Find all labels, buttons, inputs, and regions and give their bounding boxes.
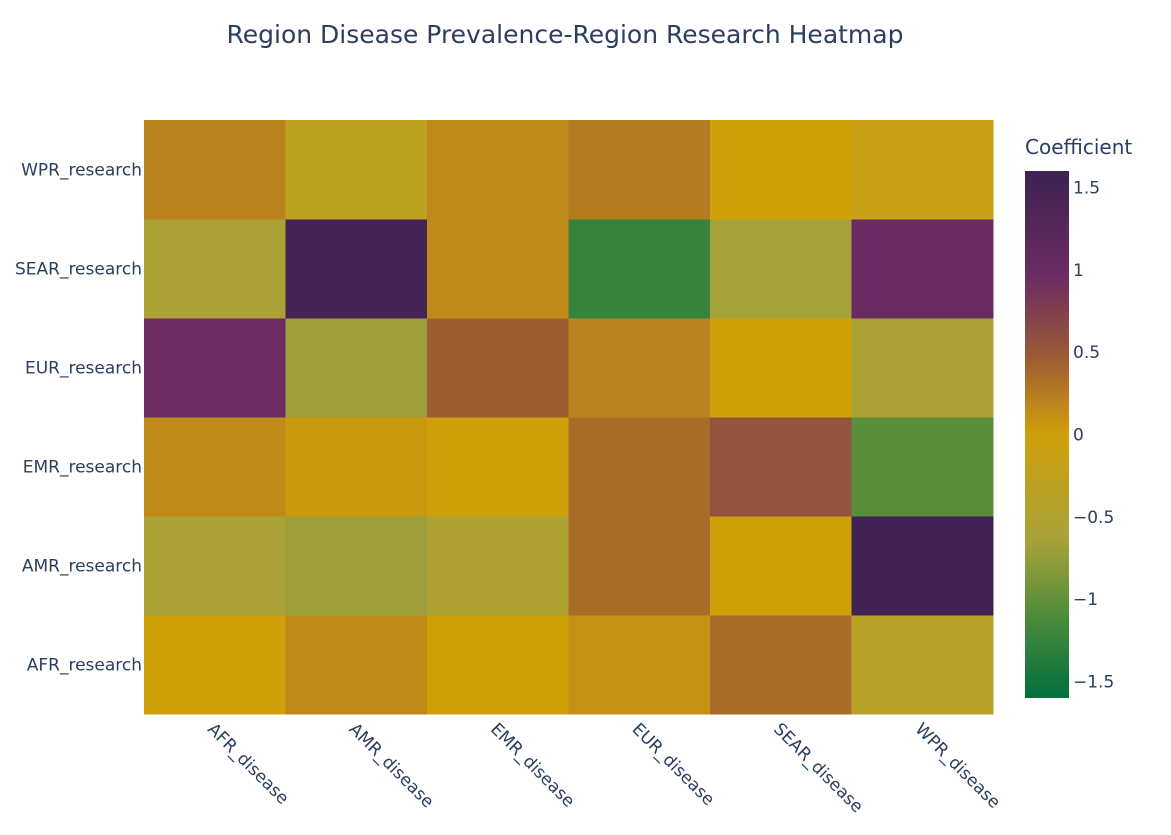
heatmap-cell-SEAR_research-EMR_disease bbox=[427, 219, 569, 319]
x-tick-label: EUR_disease bbox=[628, 719, 719, 810]
x-tick-label: EMR_disease bbox=[486, 719, 578, 811]
x-axis-tick-labels: AFR_disease AMR_disease EMR_disease EUR_dis… bbox=[203, 719, 1004, 817]
heatmap-cell-WPR_research-SEAR_disease bbox=[710, 120, 852, 220]
heatmap-cell-SEAR_research-AFR_disease bbox=[144, 219, 286, 319]
heatmap-cell-WPR_research-EMR_disease bbox=[427, 120, 569, 220]
heatmap-cell-EUR_research-AFR_disease bbox=[144, 318, 286, 418]
heatmap-cell-WPR_research-AFR_disease bbox=[144, 120, 286, 220]
colorbar-gradient bbox=[1025, 171, 1069, 698]
heatmap-cell-EMR_research-EMR_disease bbox=[427, 417, 569, 517]
heatmap-cell-AFR_research-AFR_disease bbox=[144, 615, 286, 715]
heatmap-cell-EUR_research-SEAR_disease bbox=[710, 318, 852, 418]
y-tick-label: WPR_research bbox=[21, 161, 142, 181]
heatmap-cell-SEAR_research-WPR_disease bbox=[851, 219, 994, 319]
heatmap-cell-AFR_research-EUR_disease bbox=[568, 615, 711, 715]
colorbar-title: Coefficient bbox=[1025, 135, 1132, 159]
colorbar-tick-label: 1 bbox=[1073, 261, 1084, 281]
heatmap-cell-EUR_research-WPR_disease bbox=[851, 318, 994, 418]
y-tick-label: AMR_research bbox=[22, 557, 142, 577]
heatmap-cell-WPR_research-EUR_disease bbox=[568, 120, 711, 220]
heatmap-cell-EMR_research-SEAR_disease bbox=[710, 417, 852, 517]
heatmap-cell-AMR_research-EMR_disease bbox=[427, 516, 569, 616]
heatmap-cell-AFR_research-WPR_disease bbox=[851, 615, 994, 715]
heatmap-cell-EMR_research-WPR_disease bbox=[851, 417, 994, 517]
heatmap-cell-AFR_research-AMR_disease bbox=[285, 615, 428, 715]
heatmap-cell-SEAR_research-EUR_disease bbox=[568, 219, 711, 319]
heatmap-cell-SEAR_research-AMR_disease bbox=[285, 219, 428, 319]
colorbar-tick-label: 0 bbox=[1073, 426, 1084, 446]
colorbar-tick-label: 1.5 bbox=[1073, 178, 1100, 198]
heatmap-cell-EMR_research-AMR_disease bbox=[285, 417, 428, 517]
heatmap-cell-AFR_research-EMR_disease bbox=[427, 615, 569, 715]
heatmap-cell-EUR_research-EUR_disease bbox=[568, 318, 711, 418]
colorbar-tick-label: −0.5 bbox=[1073, 508, 1114, 528]
heatmap-cell-WPR_research-WPR_disease bbox=[851, 120, 994, 220]
colorbar-tick-label: −1.5 bbox=[1073, 673, 1114, 693]
y-tick-label: SEAR_research bbox=[15, 260, 142, 280]
x-tick-label: AMR_disease bbox=[345, 719, 438, 812]
y-tick-label: EMR_research bbox=[23, 458, 142, 478]
heatmap-cell-AMR_research-EUR_disease bbox=[568, 516, 711, 616]
colorbar-tick-labels: 1.5 1 0.5 0 −0.5 −1 −1.5 bbox=[1073, 178, 1114, 692]
heatmap-cell-EUR_research-AMR_disease bbox=[285, 318, 428, 418]
heatmap-cell-EMR_research-AFR_disease bbox=[144, 417, 286, 517]
heatmap-cell-EMR_research-EUR_disease bbox=[568, 417, 711, 517]
colorbar: Coefficient 1.5 1 0.5 0 −0.5 −1 −1.5 bbox=[1025, 135, 1132, 698]
x-tick-label: SEAR_disease bbox=[769, 719, 867, 817]
heatmap-cell-AMR_research-SEAR_disease bbox=[710, 516, 852, 616]
heatmap-cells bbox=[144, 120, 994, 715]
heatmap-cell-WPR_research-AMR_disease bbox=[285, 120, 428, 220]
y-tick-label: EUR_research bbox=[25, 359, 142, 379]
heatmap-cell-AMR_research-WPR_disease bbox=[851, 516, 994, 616]
heatmap-cell-AMR_research-AFR_disease bbox=[144, 516, 286, 616]
heatmap-cell-SEAR_research-SEAR_disease bbox=[710, 219, 852, 319]
heatmap-cell-EUR_research-EMR_disease bbox=[427, 318, 569, 418]
x-tick-label: AFR_disease bbox=[203, 719, 292, 808]
chart-title: Region Disease Prevalence-Region Researc… bbox=[226, 20, 904, 49]
colorbar-tick-label: −1 bbox=[1073, 590, 1098, 610]
y-tick-label: AFR_research bbox=[27, 656, 142, 676]
x-tick-label: WPR_disease bbox=[911, 719, 1004, 812]
heatmap-cell-AMR_research-AMR_disease bbox=[285, 516, 428, 616]
colorbar-tick-label: 0.5 bbox=[1073, 343, 1100, 363]
y-axis-tick-labels: AFR_research AMR_research EMR_research EUR_… bbox=[15, 161, 142, 676]
heatmap-cell-AFR_research-SEAR_disease bbox=[710, 615, 852, 715]
